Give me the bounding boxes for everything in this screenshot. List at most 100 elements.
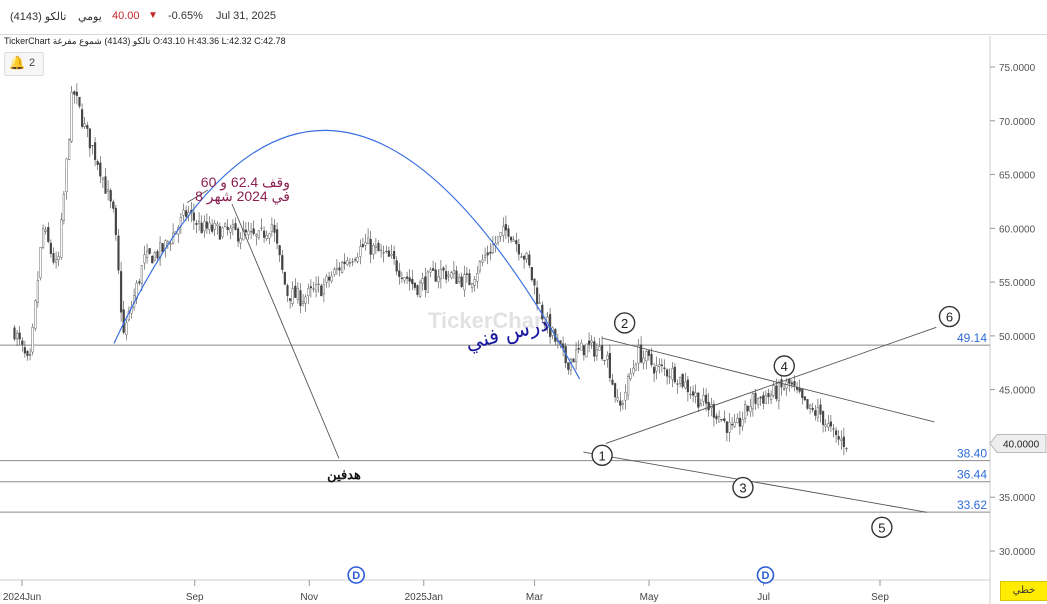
- candle-body: [346, 260, 349, 265]
- candle-body: [517, 244, 520, 255]
- wave-labels[interactable]: 1 2 3 4 5 6: [591, 305, 961, 539]
- alerts-button[interactable]: 🔔 2: [4, 52, 44, 76]
- candle-body: [642, 357, 645, 364]
- candle-body: [411, 279, 414, 284]
- candle-body: [455, 270, 458, 284]
- candle-body: [827, 423, 830, 428]
- candle-body: [702, 394, 705, 402]
- candle-body: [769, 394, 773, 401]
- candle-body: [600, 345, 604, 360]
- candle-body: [686, 379, 689, 393]
- candle-body: [442, 267, 445, 271]
- candle-body: [585, 343, 588, 358]
- candle-body: [158, 242, 162, 259]
- candle-body: [372, 245, 375, 255]
- trendline[interactable]: [583, 451, 928, 513]
- candle-body: [447, 274, 450, 277]
- wave-number: 4: [781, 359, 788, 374]
- low-value: L:42.32: [221, 36, 252, 46]
- candle-body: [751, 393, 754, 410]
- wave-number: 6: [946, 310, 953, 325]
- candle-body: [577, 348, 580, 350]
- candle-body: [223, 223, 227, 227]
- candle-body: [821, 411, 825, 425]
- candle-body: [244, 229, 247, 233]
- trendlines[interactable]: [583, 326, 937, 513]
- candle-body: [192, 212, 195, 221]
- interval-label[interactable]: يومي: [78, 11, 102, 23]
- wave-circle[interactable]: [732, 476, 754, 499]
- x-tick-label: May: [640, 592, 659, 603]
- wave-circle[interactable]: [938, 305, 961, 328]
- candle-body: [629, 373, 632, 379]
- arc-curve[interactable]: [113, 129, 581, 380]
- candle-body: [694, 392, 697, 397]
- trendline[interactable]: [605, 326, 937, 444]
- candle-body: [377, 242, 380, 252]
- candle-body: [772, 385, 775, 396]
- candle-body: [382, 252, 385, 254]
- candle-body: [216, 223, 219, 226]
- candle-body: [676, 383, 679, 385]
- candle-body: [91, 145, 94, 147]
- wave-circle[interactable]: [613, 312, 636, 334]
- candle-body: [47, 227, 50, 242]
- candle-body: [260, 227, 263, 229]
- candle-body: [678, 376, 682, 384]
- candle-body: [400, 277, 403, 279]
- candle-body: [790, 382, 793, 385]
- trendline[interactable]: [602, 337, 935, 423]
- candle-body: [312, 288, 315, 290]
- line-chart-button[interactable]: خطي: [1000, 581, 1047, 601]
- dividend-marker[interactable]: [756, 566, 775, 584]
- candle-body: [15, 332, 19, 340]
- candle-body: [684, 381, 687, 389]
- candle-body: [733, 422, 736, 427]
- wave-number: 5: [878, 520, 885, 535]
- candle-body: [496, 236, 500, 243]
- candle-body: [205, 221, 208, 229]
- candle-body: [21, 340, 24, 345]
- candle-body: [283, 271, 286, 285]
- candle-body: [754, 392, 757, 404]
- candle-body: [119, 271, 123, 313]
- wave-circle[interactable]: [871, 516, 893, 539]
- symbol-name[interactable]: تالكو (4143): [10, 11, 67, 23]
- target-pointer-line: [231, 203, 340, 459]
- candle-body: [151, 255, 154, 264]
- candle-body: [580, 342, 583, 351]
- candle-body: [756, 398, 760, 405]
- candle-body: [252, 228, 255, 234]
- candle-body: [582, 345, 585, 356]
- candle-body: [265, 235, 268, 239]
- candle-body: [387, 250, 390, 257]
- candle-body: [54, 259, 58, 263]
- candle-body: [798, 388, 801, 392]
- candle-body: [457, 277, 461, 282]
- high-value: H:43.36: [187, 36, 220, 46]
- candle-body: [811, 408, 814, 410]
- candle-body: [125, 322, 128, 336]
- candle-body: [65, 158, 68, 192]
- candle-body: [473, 279, 476, 286]
- candle-body: [689, 393, 692, 396]
- x-tick-label: Nov: [300, 592, 318, 603]
- candle-body: [403, 277, 406, 281]
- level-label: 33.62: [957, 498, 987, 512]
- candle-body: [699, 403, 702, 407]
- candle-body: [52, 253, 55, 263]
- x-tick-label: Sep: [871, 592, 889, 603]
- wave-circle[interactable]: [591, 444, 613, 466]
- horizontal-levels[interactable]: 49.14 38.40 36.44 33.62: [0, 331, 990, 513]
- candle-body: [491, 244, 494, 253]
- candle-body: [572, 358, 575, 363]
- wave-circle[interactable]: [773, 355, 795, 377]
- candle-body: [299, 290, 302, 307]
- candle-body: [658, 364, 661, 367]
- candle-body: [327, 276, 331, 281]
- close-value: C:42.78: [254, 36, 286, 46]
- candle-body: [385, 251, 388, 253]
- dividend-marker[interactable]: [347, 566, 365, 584]
